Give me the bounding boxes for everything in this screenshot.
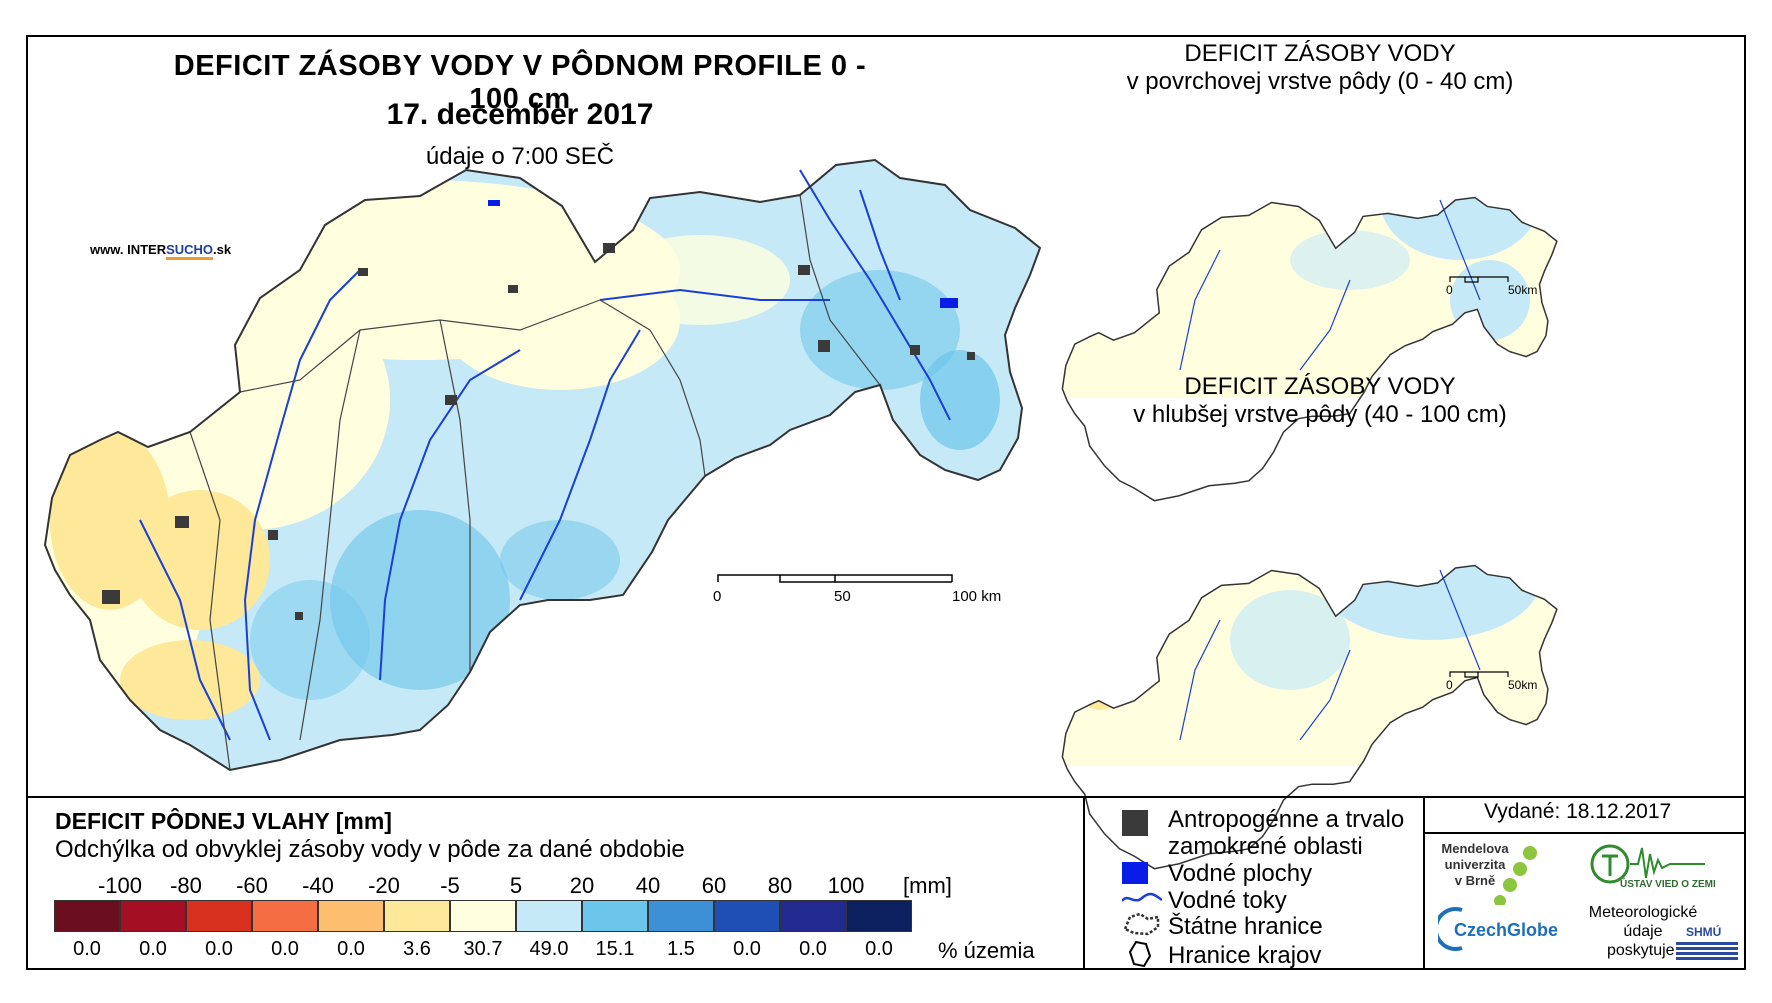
inset-top-scale-0: 0 xyxy=(1446,283,1453,297)
legend-tick-label: 80 xyxy=(767,873,793,898)
legend-percent-value: 0.0 xyxy=(733,938,761,960)
legend-state-border: Štátne hranice xyxy=(1168,913,1323,940)
legend-color-swatch xyxy=(780,900,846,932)
legend-tick-label: -40 xyxy=(302,873,334,898)
issued-date: Vydané: 18.12.2017 xyxy=(1484,800,1672,823)
legend-tick-label: -80 xyxy=(170,873,202,898)
legend-color-swatch xyxy=(648,900,714,932)
legend-divider xyxy=(1423,796,1425,970)
region-border-icon xyxy=(1128,940,1152,968)
main-title: DEFICIT ZÁSOBY VODY V PÔDNOM PROFILE 0 -… xyxy=(173,50,867,115)
legend-tick-label: -60 xyxy=(236,873,268,898)
inset-bottom-title: DEFICIT ZÁSOBY VODY v hlubšej vrstve pôdy… xyxy=(1133,373,1507,428)
legend-anthropogenic: Antropogénne a trvalo zamokrené oblasti xyxy=(1168,806,1405,860)
legend-color-swatch xyxy=(714,900,780,932)
legend-color-swatch xyxy=(120,900,186,932)
legend-rivers: Vodné toky xyxy=(1168,887,1287,914)
legend-color-swatch xyxy=(318,900,384,932)
legend-color-swatch xyxy=(582,900,648,932)
legend-color-swatch xyxy=(384,900,450,932)
legend-percent-value: 0.0 xyxy=(271,938,299,960)
legend-percent-value: 0.0 xyxy=(73,938,101,960)
legend-divider xyxy=(1423,832,1746,834)
legend-percent-value: 1.5 xyxy=(667,938,695,960)
legend-percent-value: 0.0 xyxy=(205,938,233,960)
website-link[interactable]: www. INTERSUCHO.sk xyxy=(90,242,231,260)
main-scale-50: 50 xyxy=(834,588,851,605)
anthropogenic-swatch xyxy=(1122,810,1148,836)
inset-bottom-scale-50: 50km xyxy=(1508,678,1538,692)
pct-label: % územia xyxy=(938,938,1035,963)
legend-percent-value: 15.1 xyxy=(595,938,635,960)
legend-percent-value: 0.0 xyxy=(865,938,893,960)
legend-region-border: Hranice krajov xyxy=(1168,942,1322,969)
date-title: 17. december 2017 xyxy=(386,98,654,131)
legend-tick-label: 60 xyxy=(701,873,727,898)
legend-percent-value: 0.0 xyxy=(799,938,827,960)
river-icon xyxy=(1122,892,1162,902)
mendel-logo-icon xyxy=(1494,846,1537,905)
legend-percent-value: 0.0 xyxy=(337,938,365,960)
legend-tick-label: 20 xyxy=(569,873,595,898)
legend-percent-value: 49.0 xyxy=(529,938,569,960)
main-scale-100: 100 km xyxy=(952,588,1002,605)
legend-divider xyxy=(1083,796,1085,970)
legend-color-swatch xyxy=(516,900,582,932)
legend-title: DEFICIT PÔDNEJ VLAHY [mm] xyxy=(55,808,392,834)
legend-tick-label: -20 xyxy=(368,873,400,898)
legend-water-areas: Vodné plochy xyxy=(1168,860,1313,887)
legend-color-swatch xyxy=(450,900,516,932)
legend-tick-label: 100 xyxy=(827,873,865,898)
uvz-logo-icon xyxy=(1590,844,1705,884)
legend-percent-value: 30.7 xyxy=(463,938,503,960)
czechglobe-logo-text: CzechGlobe xyxy=(1454,920,1559,940)
main-scale-0: 0 xyxy=(713,588,722,605)
legend-tick-label: -5 xyxy=(440,873,460,898)
mendel-logo-text: Mendelova univerzita v Brně xyxy=(1441,841,1509,888)
legend-color-swatch xyxy=(186,900,252,932)
state-border-icon xyxy=(1123,912,1160,936)
legend-subtitle: Odchýlka od obvyklej zásoby vody v pôde … xyxy=(55,836,685,863)
legend-area xyxy=(26,796,1746,970)
met-data-note: Meteorologické údaje poskytuje: xyxy=(1588,904,1698,959)
data-time: údaje o 7:00 SEČ xyxy=(425,143,615,170)
legend-tick-label: 40 xyxy=(635,873,661,898)
legend-tick-label: 5 xyxy=(509,873,523,898)
legend-unit: [mm] xyxy=(903,873,952,898)
legend-tick-label: -100 xyxy=(97,873,143,898)
inset-top-title: DEFICIT ZÁSOBY VODY v povrchovej vrstve p… xyxy=(1126,40,1514,95)
czechglobe-logo-icon xyxy=(1438,907,1463,951)
shmu-logo xyxy=(1676,940,1738,960)
uvz-logo-text: ÚSTAV VIED O ZEMI xyxy=(1620,879,1716,890)
legend-color-swatch xyxy=(54,900,120,932)
water-swatch xyxy=(1122,862,1148,884)
legend-color-swatch xyxy=(252,900,318,932)
legend-color-swatch xyxy=(846,900,912,932)
inset-bottom-scale-0: 0 xyxy=(1446,678,1453,692)
shmu-logo-text: SHMÚ xyxy=(1686,925,1722,939)
inset-top-scale-50: 50km xyxy=(1508,283,1538,297)
legend-percent-value: 3.6 xyxy=(403,938,431,960)
legend-percent-value: 0.0 xyxy=(139,938,167,960)
